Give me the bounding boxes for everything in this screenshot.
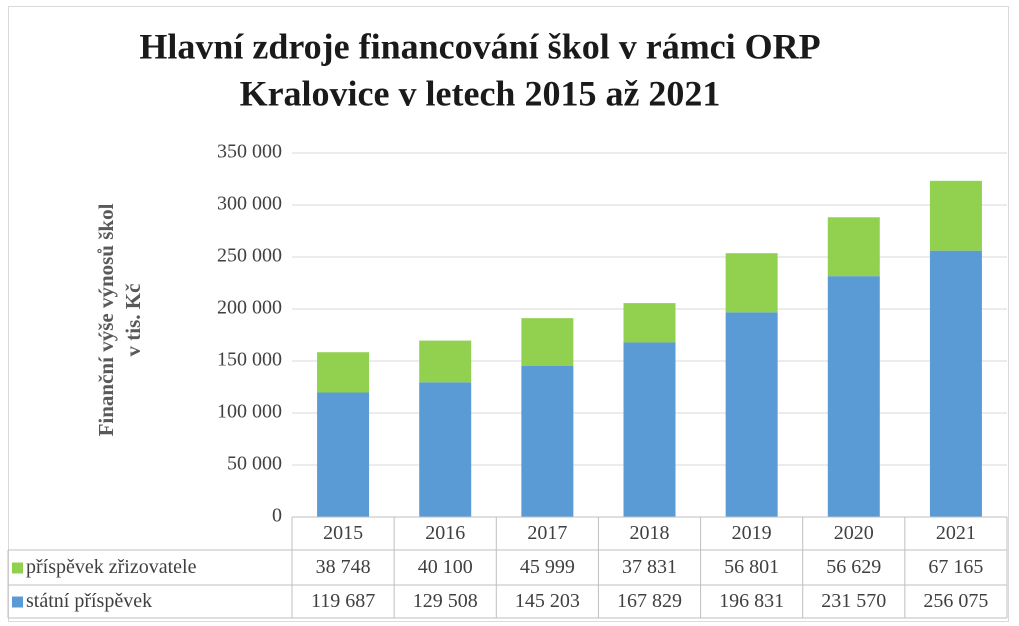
y-tick-label: 150 000 bbox=[217, 349, 282, 371]
data-label: 45 999 bbox=[520, 556, 575, 578]
bar-segment bbox=[317, 392, 370, 517]
chart-title: Hlavní zdroje financování škol v rámci O… bbox=[139, 26, 820, 66]
bar-segment bbox=[725, 312, 778, 517]
legend-label: státní příspěvek bbox=[26, 590, 152, 612]
data-label: 40 100 bbox=[418, 556, 473, 578]
x-tick-label: 2020 bbox=[834, 522, 874, 544]
data-label: 38 748 bbox=[316, 556, 371, 578]
data-label: 167 829 bbox=[617, 590, 682, 612]
chart-title: Kralovice v letech 2015 až 2021 bbox=[240, 73, 721, 113]
data-label: 67 165 bbox=[928, 556, 983, 578]
x-tick-label: 2018 bbox=[630, 522, 670, 544]
y-tick-label: 50 000 bbox=[227, 453, 282, 475]
data-label: 129 508 bbox=[413, 590, 478, 612]
bar-segment bbox=[827, 217, 880, 277]
bar-segment bbox=[929, 180, 982, 251]
y-tick-label: 100 000 bbox=[217, 401, 282, 423]
x-tick-label: 2019 bbox=[732, 522, 772, 544]
x-tick-label: 2021 bbox=[936, 522, 976, 544]
y-tick-label: 250 000 bbox=[217, 245, 282, 267]
data-label: 56 629 bbox=[826, 556, 881, 578]
bar-segment bbox=[521, 365, 574, 517]
y-tick-label: 0 bbox=[272, 505, 282, 527]
legend-swatch bbox=[12, 596, 23, 608]
y-tick-label: 300 000 bbox=[217, 193, 282, 215]
data-label: 37 831 bbox=[622, 556, 677, 578]
bar-segment bbox=[623, 342, 676, 517]
bar-segment bbox=[929, 250, 982, 517]
data-label: 56 801 bbox=[724, 556, 779, 578]
y-axis-label: Finanční výše výnosů škol bbox=[94, 203, 118, 436]
data-label: 256 075 bbox=[923, 590, 988, 612]
bar-segment bbox=[317, 352, 370, 393]
y-tick-label: 200 000 bbox=[217, 297, 282, 319]
x-tick-label: 2016 bbox=[425, 522, 465, 544]
data-label: 196 831 bbox=[719, 590, 784, 612]
bar-segment bbox=[623, 303, 676, 343]
y-axis-label: v tis. Kč bbox=[121, 284, 145, 357]
data-label: 231 570 bbox=[821, 590, 886, 612]
bar-segment bbox=[521, 318, 574, 366]
legend-label: příspěvek zřizovatele bbox=[26, 556, 197, 578]
chart-border bbox=[8, 6, 1009, 622]
x-tick-label: 2015 bbox=[323, 522, 363, 544]
x-tick-label: 2017 bbox=[527, 522, 567, 544]
bar-segment bbox=[827, 276, 880, 517]
bar-segment bbox=[725, 253, 778, 313]
legend-swatch bbox=[12, 562, 23, 574]
y-tick-label: 350 000 bbox=[217, 141, 282, 163]
data-label: 145 203 bbox=[515, 590, 580, 612]
data-label: 119 687 bbox=[311, 590, 375, 612]
bar-segment bbox=[419, 382, 472, 517]
bar-segment bbox=[419, 340, 472, 383]
